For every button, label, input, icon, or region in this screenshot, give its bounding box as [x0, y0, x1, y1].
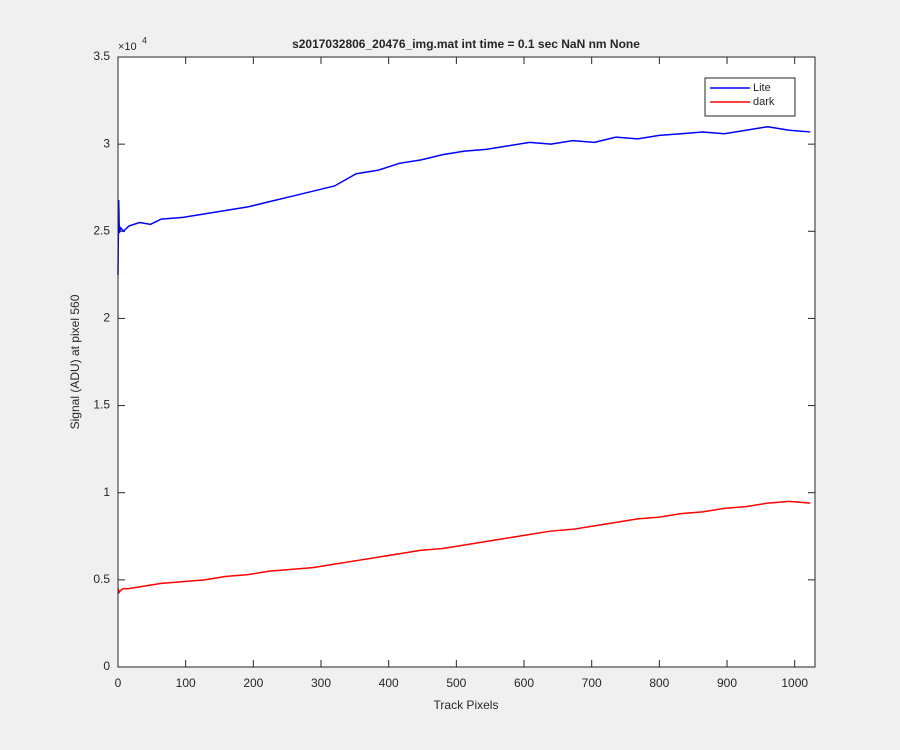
plot-area [118, 57, 815, 667]
x-tick-label: 200 [243, 676, 263, 690]
y-tick-label: 0.5 [93, 572, 110, 586]
x-tick-label: 300 [311, 676, 331, 690]
x-tick-label: 100 [176, 676, 196, 690]
y-multiplier-base: ×10 [118, 41, 137, 53]
legend-label: dark [753, 96, 775, 108]
y-multiplier-exponent: 4 [142, 35, 147, 45]
x-tick-label: 1000 [781, 676, 808, 690]
y-tick-label: 1.5 [93, 398, 110, 412]
x-tick-label: 700 [582, 676, 602, 690]
chart-title: s2017032806_20476_img.mat int time = 0.1… [292, 37, 640, 51]
x-tick-label: 0 [115, 676, 122, 690]
y-tick-label: 3 [103, 136, 110, 150]
series-line [117, 500, 811, 594]
y-tick-label: 1 [103, 485, 110, 499]
y-tick-label: 2.5 [93, 223, 110, 237]
axes-box [117, 56, 816, 668]
x-tick-label: 800 [649, 676, 669, 690]
y-tick-label: 2 [103, 311, 110, 325]
y-tick-label: 0 [103, 659, 110, 673]
legend-box [704, 77, 796, 117]
x-tick-label: 400 [379, 676, 399, 690]
y-axis-label: Signal (ADU) at pixel 560 [68, 294, 82, 429]
legend-label: Lite [753, 82, 771, 94]
x-tick-label: 600 [514, 676, 534, 690]
x-tick-label: 900 [717, 676, 737, 690]
x-axis-label: Track Pixels [434, 698, 499, 712]
x-tick-label: 500 [446, 676, 466, 690]
y-tick-label: 3.5 [93, 49, 110, 63]
series-line [117, 125, 811, 275]
